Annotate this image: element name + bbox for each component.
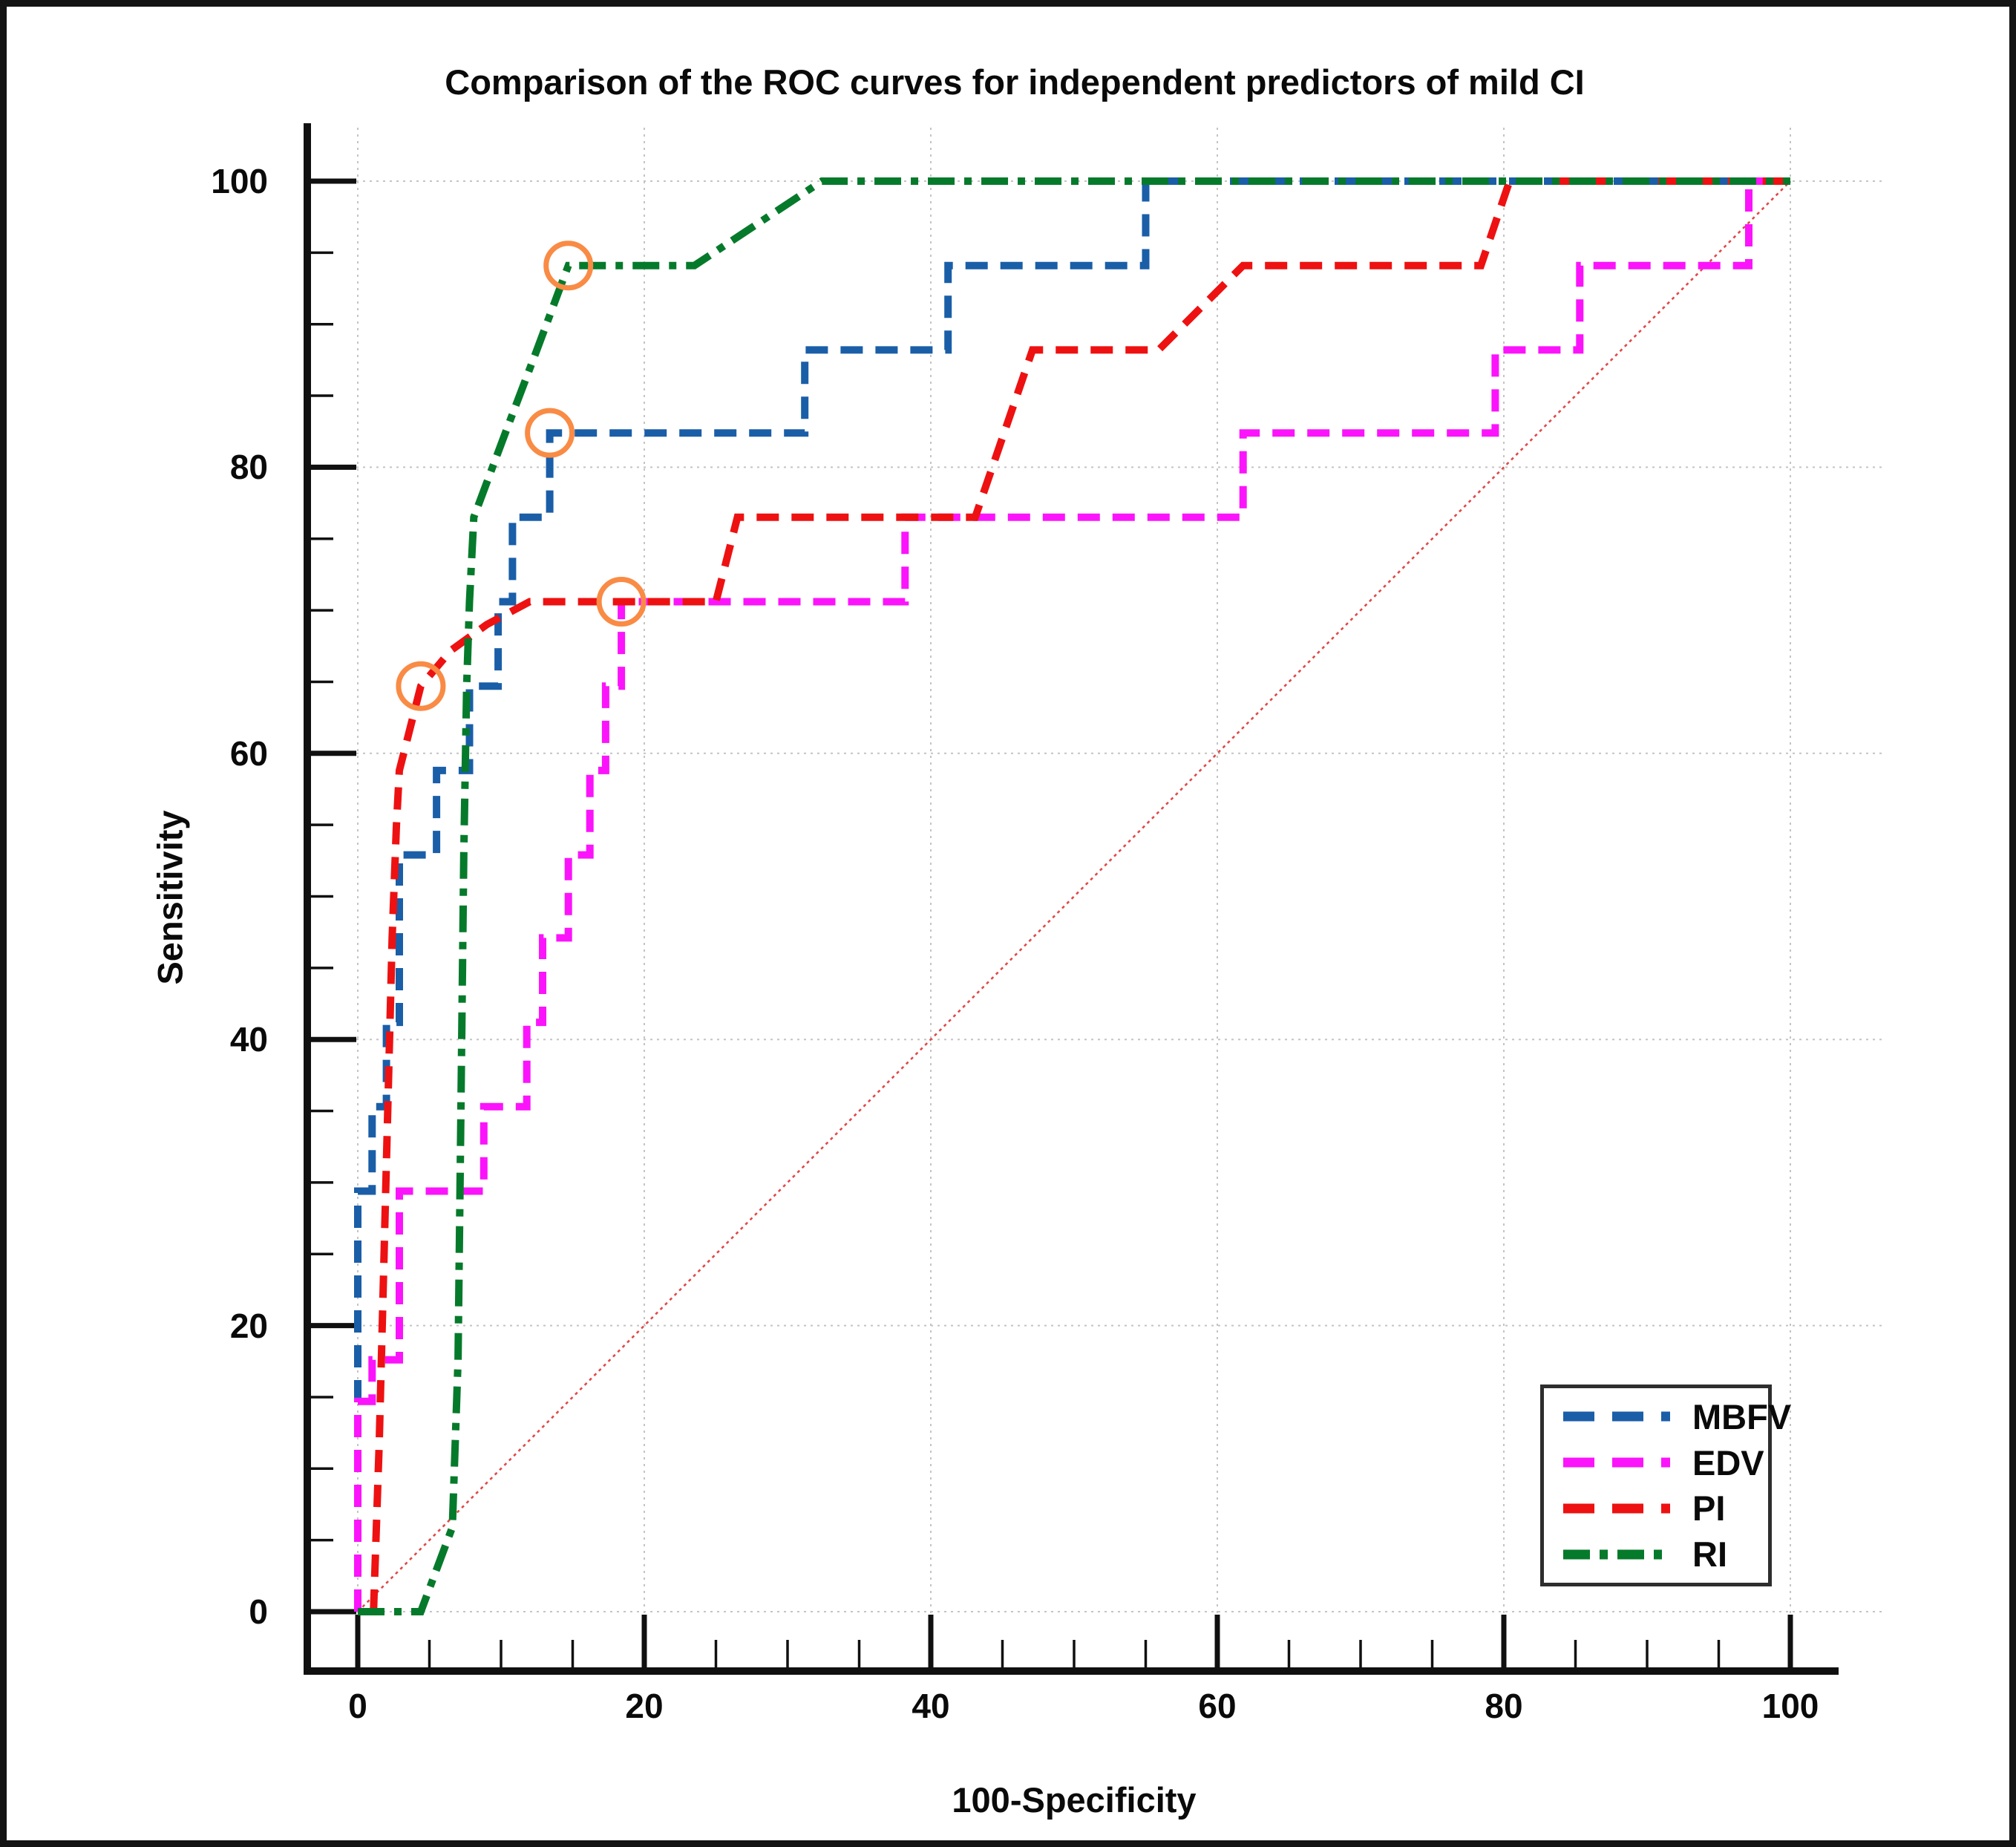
legend-box: MBFV EDV PI RI xyxy=(1540,1385,1791,1586)
legend-item-mbfv: MBFV xyxy=(1560,1399,1791,1434)
criterion-marker-edv xyxy=(596,577,647,627)
y-tick-label: 60 xyxy=(229,733,268,773)
roc-curve-ri xyxy=(358,177,1790,1615)
x-tick-label: 80 xyxy=(1485,1687,1523,1725)
criterion-marker-pi xyxy=(396,661,446,711)
y-tick-label: 20 xyxy=(229,1306,268,1345)
y-tick-label: 80 xyxy=(229,448,268,487)
chart-title: Comparison of the ROC curves for indepen… xyxy=(445,62,1585,102)
x-tick-label: 100 xyxy=(1761,1687,1819,1725)
criterion-marker-mbfv xyxy=(525,408,575,458)
criterion-marker-ri xyxy=(543,241,594,291)
roc-plot-area xyxy=(304,123,1885,1675)
mbfv-dash-swatch-icon xyxy=(1563,1411,1670,1422)
y-axis-title: Sensitivity xyxy=(150,810,190,985)
gridlines xyxy=(310,128,1885,1671)
legend-label: RI xyxy=(1692,1534,1727,1575)
edv-dash-swatch-icon xyxy=(1563,1457,1670,1468)
x-tick-label: 40 xyxy=(912,1687,950,1725)
legend-item-edv: EDV xyxy=(1560,1445,1768,1480)
legend-item-pi: PI xyxy=(1560,1491,1768,1526)
roc-curve-edv xyxy=(354,177,1790,1612)
legend-label: MBFV xyxy=(1692,1396,1792,1436)
y-tick-label: 100 xyxy=(211,162,268,200)
roc-curve-pi xyxy=(370,177,1790,1612)
x-tick-label: 60 xyxy=(1198,1687,1237,1725)
axes xyxy=(304,123,1839,1675)
legend-label: EDV xyxy=(1692,1442,1764,1482)
legend-label: PI xyxy=(1692,1488,1726,1529)
x-tick-label: 20 xyxy=(625,1687,664,1725)
ri-dashdot-swatch-icon xyxy=(1563,1549,1670,1560)
x-tick-label: 0 xyxy=(348,1687,367,1725)
pi-dash-swatch-icon xyxy=(1563,1503,1670,1514)
x-axis-title: 100-Specificity xyxy=(952,1780,1197,1820)
y-tick-label: 40 xyxy=(229,1020,268,1059)
y-tick-label: 0 xyxy=(249,1592,268,1631)
legend-item-ri: RI xyxy=(1560,1537,1768,1572)
